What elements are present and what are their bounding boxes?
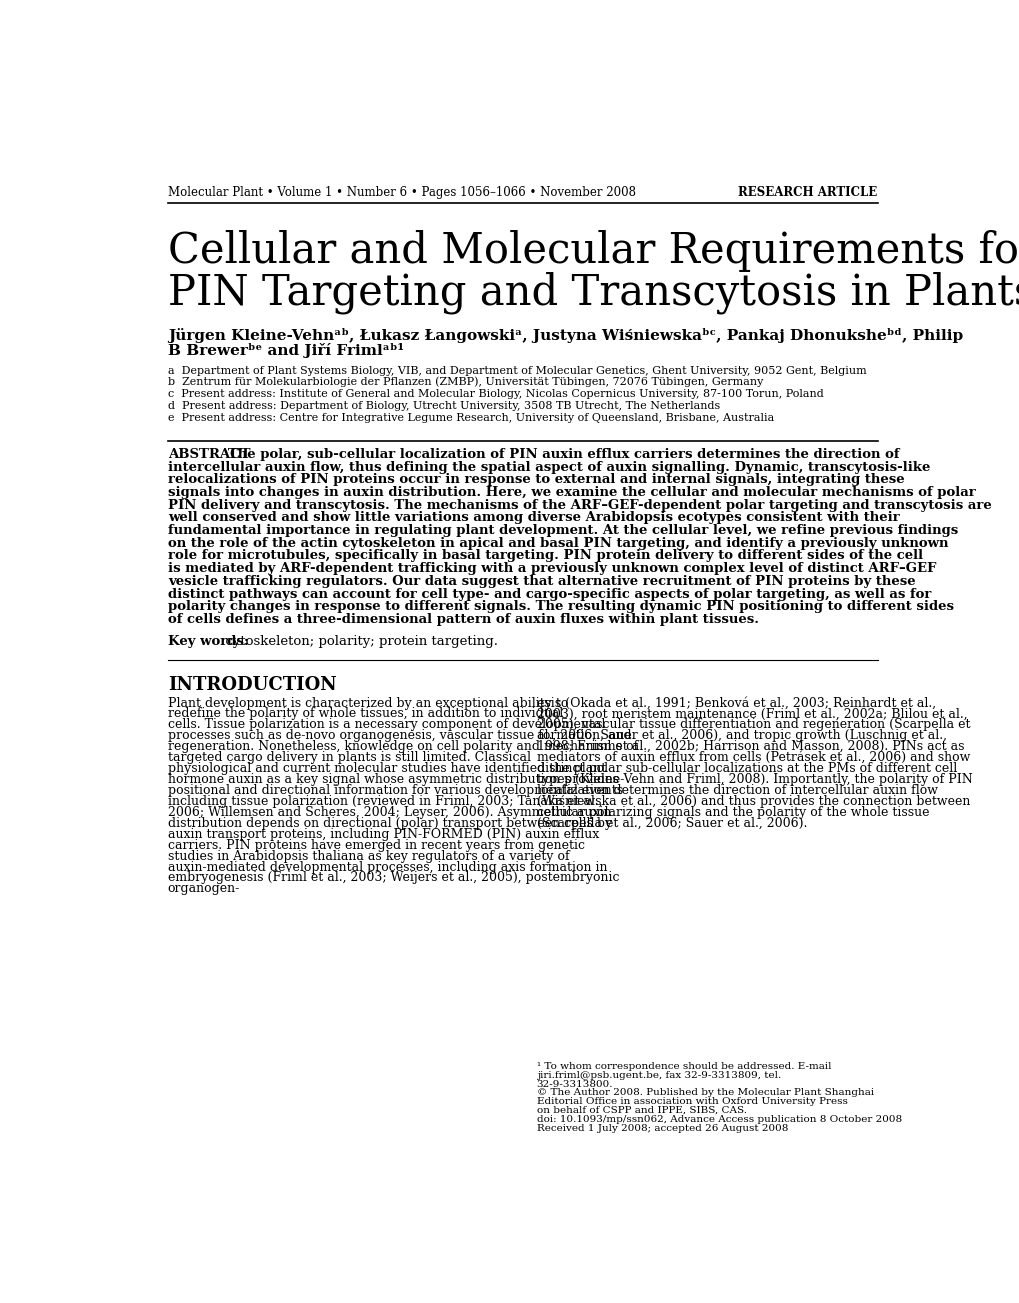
Text: types (Kleine-Vehn and Friml, 2008). Importantly, the polarity of PIN: types (Kleine-Vehn and Friml, 2008). Imp… bbox=[536, 773, 971, 786]
Text: a  Department of Plant Systems Biology, VIB, and Department of Molecular Genetic: a Department of Plant Systems Biology, V… bbox=[168, 366, 866, 375]
Text: Plant development is characterized by an exceptional ability to: Plant development is characterized by an… bbox=[168, 697, 568, 710]
Text: e  Present address: Centre for Integrative Legume Research, University of Queens: e Present address: Centre for Integrativ… bbox=[168, 413, 773, 423]
Text: cytoskeleton; polarity; protein targeting.: cytoskeleton; polarity; protein targetin… bbox=[216, 635, 497, 648]
Text: processes such as de-novo organogenesis, vascular tissue formation, and: processes such as de-novo organogenesis,… bbox=[168, 730, 631, 743]
Text: distribution depends on directional (polar) transport between cells by: distribution depends on directional (pol… bbox=[168, 817, 611, 830]
Text: Received 1 July 2008; accepted 26 August 2008: Received 1 July 2008; accepted 26 August… bbox=[536, 1123, 788, 1132]
Text: fundamental importance in regulating plant development. At the cellular level, w: fundamental importance in regulating pla… bbox=[168, 524, 957, 537]
Text: is mediated by ARF-dependent trafficking with a previously unknown complex level: is mediated by ARF-dependent trafficking… bbox=[168, 562, 935, 575]
Text: c  Present address: Institute of General and Molecular Biology, Nicolas Copernic: c Present address: Institute of General … bbox=[168, 390, 822, 400]
Text: intercellular auxin flow, thus defining the spatial aspect of auxin signalling. : intercellular auxin flow, thus defining … bbox=[168, 460, 929, 473]
Text: vesicle trafficking regulators. Our data suggest that alternative recruitment of: vesicle trafficking regulators. Our data… bbox=[168, 575, 914, 588]
Text: embryogenesis (Friml et al., 2003; Weijers et al., 2005), postembryonic: embryogenesis (Friml et al., 2003; Weije… bbox=[168, 872, 619, 885]
Text: 2003), root meristem maintenance (Friml et al., 2002a; Blilou et al.,: 2003), root meristem maintenance (Friml … bbox=[536, 708, 966, 721]
Text: auxin transport proteins, including PIN-FORMED (PIN) auxin efflux: auxin transport proteins, including PIN-… bbox=[168, 827, 598, 840]
Text: localization determines the direction of intercellular auxin flow: localization determines the direction of… bbox=[536, 784, 936, 797]
Text: 32-9-3313800.: 32-9-3313800. bbox=[536, 1079, 612, 1088]
Text: RESEARCH ARTICLE: RESEARCH ARTICLE bbox=[738, 186, 876, 199]
Text: cells. Tissue polarization is a necessary component of developmental: cells. Tissue polarization is a necessar… bbox=[168, 718, 604, 731]
Text: cellular polarizing signals and the polarity of the whole tissue: cellular polarizing signals and the pola… bbox=[536, 805, 928, 818]
Text: mediators of auxin efflux from cells (Petrásek et al., 2006) and show: mediators of auxin efflux from cells (Pe… bbox=[536, 752, 969, 764]
Text: Editorial Office in association with Oxford University Press: Editorial Office in association with Oxf… bbox=[536, 1097, 847, 1106]
Text: PIN Targeting and Transcytosis in Plants: PIN Targeting and Transcytosis in Plants bbox=[168, 271, 1019, 314]
Text: esis (Okada et al., 1991; Benková et al., 2003; Reinhardt et al.,: esis (Okada et al., 1991; Benková et al.… bbox=[536, 697, 934, 710]
Text: signals into changes in auxin distribution. Here, we examine the cellular and mo: signals into changes in auxin distributi… bbox=[168, 486, 974, 499]
Text: ¹ To whom correspondence should be addressed. E-mail: ¹ To whom correspondence should be addre… bbox=[536, 1062, 830, 1071]
Text: of cells defines a three-dimensional pattern of auxin fluxes within plant tissue: of cells defines a three-dimensional pat… bbox=[168, 612, 758, 625]
Text: 2005), vascular tissue differentiation and regeneration (Scarpella et: 2005), vascular tissue differentiation a… bbox=[536, 718, 969, 731]
Text: 2006; Willemsen and Scheres, 2004; Leyser, 2006). Asymmetric auxin: 2006; Willemsen and Scheres, 2004; Leyse… bbox=[168, 805, 610, 818]
Text: INTRODUCTION: INTRODUCTION bbox=[168, 675, 336, 693]
Text: Cellular and Molecular Requirements for Polar: Cellular and Molecular Requirements for … bbox=[168, 229, 1019, 271]
Text: ABSTRACT: ABSTRACT bbox=[168, 448, 250, 461]
Text: organogen-: organogen- bbox=[168, 882, 239, 895]
Text: jiri.friml@psb.ugent.be, fax 32-9-3313809, tel.: jiri.friml@psb.ugent.be, fax 32-9-331380… bbox=[536, 1071, 781, 1080]
Text: redefine the polarity of whole tissues, in addition to individual: redefine the polarity of whole tissues, … bbox=[168, 708, 562, 721]
Text: Key words:: Key words: bbox=[168, 635, 249, 648]
Text: positional and directional information for various developmental events: positional and directional information f… bbox=[168, 784, 623, 797]
Text: 1998; Friml et al., 2002b; Harrison and Masson, 2008). PINs act as: 1998; Friml et al., 2002b; Harrison and … bbox=[536, 740, 963, 753]
Text: polarity changes in response to different signals. The resulting dynamic PIN pos: polarity changes in response to differen… bbox=[168, 601, 953, 614]
Text: targeted cargo delivery in plants is still limited. Classical: targeted cargo delivery in plants is sti… bbox=[168, 752, 530, 764]
Text: studies in Arabidopsis thaliana as key regulators of a variety of: studies in Arabidopsis thaliana as key r… bbox=[168, 850, 569, 863]
Text: carriers. PIN proteins have emerged in recent years from genetic: carriers. PIN proteins have emerged in r… bbox=[168, 839, 584, 852]
Text: including tissue polarization (reviewed in Friml, 2003; Tanaka et al.,: including tissue polarization (reviewed … bbox=[168, 795, 602, 808]
Text: well conserved and show little variations among diverse Arabidopsis ecotypes con: well conserved and show little variation… bbox=[168, 511, 899, 524]
Text: distinct pathways can account for cell type- and cargo-specific aspects of polar: distinct pathways can account for cell t… bbox=[168, 588, 930, 601]
Text: PIN delivery and transcytosis. The mechanisms of the ARF–GEF-dependent polar tar: PIN delivery and transcytosis. The mecha… bbox=[168, 499, 990, 512]
Text: hormone auxin as a key signal whose asymmetric distribution provides: hormone auxin as a key signal whose asym… bbox=[168, 773, 618, 786]
Text: (Wiśniewska et al., 2006) and thus provides the connection between: (Wiśniewska et al., 2006) and thus provi… bbox=[536, 795, 969, 808]
Text: physiological and current molecular studies have identified the plant: physiological and current molecular stud… bbox=[168, 762, 605, 775]
Text: Molecular Plant • Volume 1 • Number 6 • Pages 1056–1066 • November 2008: Molecular Plant • Volume 1 • Number 6 • … bbox=[168, 186, 635, 199]
Text: d  Present address: Department of Biology, Utrecht University, 3508 TB Utrecht, : d Present address: Department of Biology… bbox=[168, 401, 719, 412]
Text: al., 2006; Sauer et al., 2006), and tropic growth (Luschnig et al.,: al., 2006; Sauer et al., 2006), and trop… bbox=[536, 730, 946, 743]
Text: role for microtubules, specifically in basal targeting. PIN protein delivery to : role for microtubules, specifically in b… bbox=[168, 550, 922, 563]
Text: distinct polar sub-cellular localizations at the PMs of different cell: distinct polar sub-cellular localization… bbox=[536, 762, 956, 775]
Text: B Brewerᵇᵉ and Jiří Frimlᵃᵇ¹: B Brewerᵇᵉ and Jiří Frimlᵃᵇ¹ bbox=[168, 343, 404, 358]
Text: on the role of the actin cytoskeleton in apical and basal PIN targeting, and ide: on the role of the actin cytoskeleton in… bbox=[168, 537, 948, 550]
Text: regeneration. Nonetheless, knowledge on cell polarity and mechanisms of: regeneration. Nonetheless, knowledge on … bbox=[168, 740, 638, 753]
Text: (Scarpella et al., 2006; Sauer et al., 2006).: (Scarpella et al., 2006; Sauer et al., 2… bbox=[536, 817, 806, 830]
Text: Jürgen Kleine-Vehnᵃᵇ, Łukasz Łangowskiᵃ, Justyna Wiśniewskaᵇᶜ, Pankaj Dhonuksheᵇ: Jürgen Kleine-Vehnᵃᵇ, Łukasz Łangowskiᵃ,… bbox=[168, 327, 962, 343]
Text: © The Author 2008. Published by the Molecular Plant Shanghai: © The Author 2008. Published by the Mole… bbox=[536, 1088, 873, 1097]
Text: on behalf of CSPP and IPPE, SIBS, CAS.: on behalf of CSPP and IPPE, SIBS, CAS. bbox=[536, 1106, 746, 1115]
Text: The polar, sub-cellular localization of PIN auxin efflux carriers determines the: The polar, sub-cellular localization of … bbox=[214, 448, 899, 461]
Text: doi: 10.1093/mp/ssn062, Advance Access publication 8 October 2008: doi: 10.1093/mp/ssn062, Advance Access p… bbox=[536, 1115, 901, 1124]
Text: auxin-mediated developmental processes, including axis formation in: auxin-mediated developmental processes, … bbox=[168, 860, 606, 873]
Text: relocalizations of PIN proteins occur in response to external and internal signa: relocalizations of PIN proteins occur in… bbox=[168, 473, 904, 486]
Text: b  Zentrum für Molekularbiologie der Pflanzen (ZMBP), Universität Tübingen, 7207: b Zentrum für Molekularbiologie der Pfla… bbox=[168, 377, 762, 387]
